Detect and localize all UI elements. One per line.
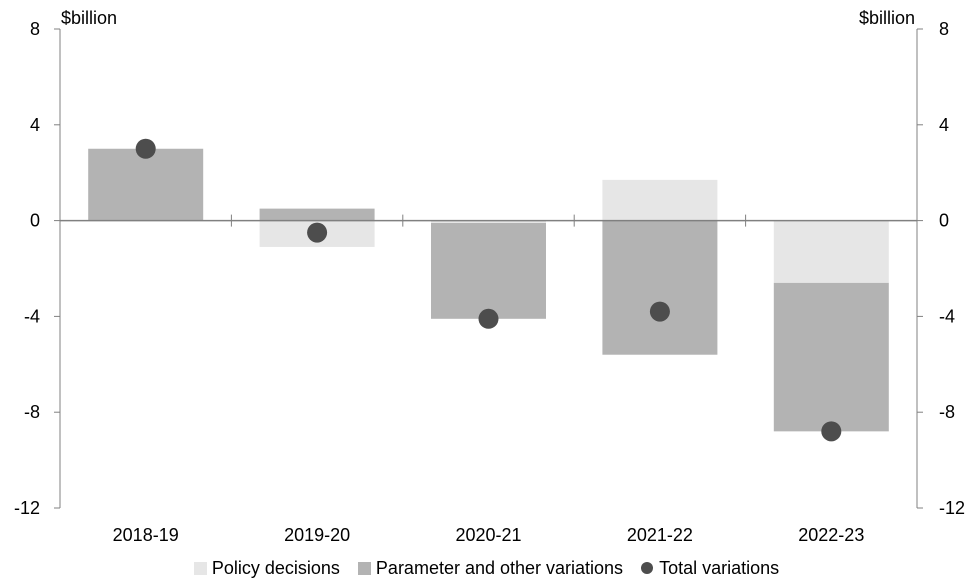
bar-series1-2019-20	[259, 208, 375, 221]
bar-series0-2020-21	[431, 220, 546, 223]
y-tick-label-left: -12	[14, 498, 40, 518]
markers-layer	[135, 138, 842, 442]
y-axis-title-right: $billion	[859, 8, 915, 28]
y-tick-label-right: -4	[939, 306, 955, 326]
y-tick-label-right: -8	[939, 402, 955, 422]
bar-series1-2020-21	[431, 222, 546, 319]
x-tick-label: 2021-22	[627, 525, 693, 545]
legend-label-total: Total variations	[659, 557, 780, 578]
legend: Policy decisions Parameter and other var…	[0, 556, 973, 580]
legend-item-policy: Policy decisions	[193, 557, 340, 579]
bar-series1-2021-22	[602, 220, 718, 355]
y-tick-label-right: 0	[939, 211, 949, 231]
y-axis-title-left: $billion	[61, 8, 117, 28]
total-variation-point-2022-23	[821, 421, 842, 442]
legend-swatch-parameter	[357, 561, 371, 575]
y-tick-label-left: 0	[30, 211, 40, 231]
total-variation-point-2018-19	[135, 138, 156, 159]
y-tick-label-right: -12	[939, 498, 965, 518]
y-tick-label-right: 8	[939, 19, 949, 39]
y-tick-label-left: -8	[24, 402, 40, 422]
legend-label-parameter: Parameter and other variations	[375, 557, 624, 578]
bar-series0-2021-22	[602, 179, 718, 221]
x-tick-label: 2022-23	[798, 525, 864, 545]
bars-layer	[88, 148, 889, 432]
legend-item-total: Total variations	[641, 558, 779, 579]
y-tick-label-left: 8	[30, 19, 40, 39]
legend-swatch-policy	[193, 561, 207, 575]
y-tick-label-left: -4	[24, 306, 40, 326]
chart: 8 8 4 4 0 0 -4 -4 -8 -8 -12 -12 $billion $billion 2018…	[14, 8, 965, 545]
total-variation-point-2020-21	[478, 308, 499, 329]
total-variation-point-2019-20	[307, 222, 328, 243]
y-tick-label-right: 4	[939, 115, 949, 135]
x-tick-label: 2020-21	[455, 525, 521, 545]
legend-marker-total	[641, 562, 654, 574]
legend-label-policy: Policy decisions	[211, 557, 340, 578]
bar-series1-2022-23	[773, 282, 889, 432]
total-variation-point-2021-22	[649, 301, 670, 322]
labels-layer: 8 8 4 4 0 0 -4 -4 -8 -8 -12 -12 $billion $billion 2018…	[14, 8, 965, 545]
axes-layer	[54, 28, 923, 509]
legend-item-parameter: Parameter and other variations	[357, 557, 624, 579]
x-tick-label: 2019-20	[284, 525, 350, 545]
y-tick-label-left: 4	[30, 115, 40, 135]
x-tick-label: 2018-19	[113, 525, 179, 545]
bar-series0-2022-23	[773, 220, 889, 283]
bar-series1-2018-19	[88, 148, 204, 221]
